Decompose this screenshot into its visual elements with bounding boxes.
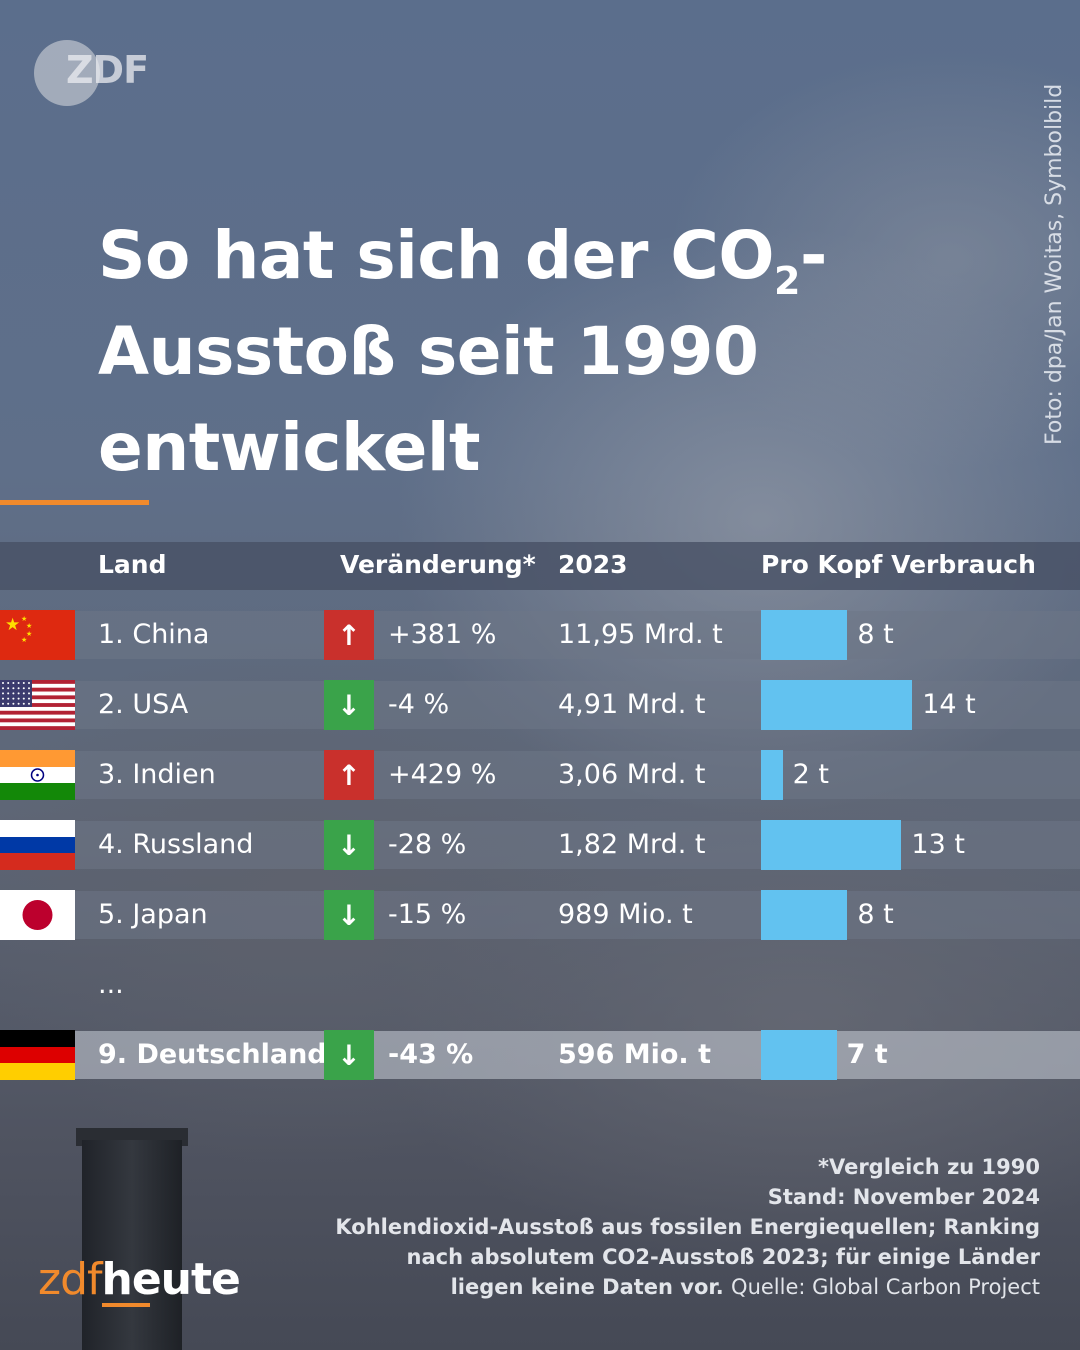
table-row xyxy=(75,681,1080,729)
per-capita-bar xyxy=(761,750,783,800)
emissions-value: 3,06 Mrd. t xyxy=(558,759,706,790)
page-title: So hat sich der CO2- Ausstoß seit 1990 e… xyxy=(98,208,998,496)
per-capita-label: 13 t xyxy=(911,829,965,860)
header-per-capita: Pro Kopf Verbrauch xyxy=(761,550,1036,579)
arrow-down-icon: ↓ xyxy=(324,890,374,940)
arrow-up-icon: ↑ xyxy=(324,610,374,660)
change-value: -28 % xyxy=(388,829,467,860)
per-capita-bar xyxy=(761,820,902,870)
svg-text:★: ★ xyxy=(26,622,32,630)
country-name: 9. Deutschland xyxy=(98,1039,327,1070)
svg-text:★: ★ xyxy=(21,636,27,644)
change-value: -15 % xyxy=(388,899,467,930)
table-row xyxy=(75,751,1080,799)
footnote-line5-wrap: liegen keine Daten vor. Quelle: Global C… xyxy=(320,1272,1040,1302)
svg-text:★: ★ xyxy=(26,630,32,638)
zdf-logo-text: ZDF xyxy=(66,48,149,92)
footnote-line2: Stand: November 2024 xyxy=(767,1185,1040,1209)
per-capita-label: 8 t xyxy=(857,619,894,650)
per-capita-bar xyxy=(761,680,913,730)
footnote-line3: Kohlendioxid-Ausstoß aus fossilen Energi… xyxy=(335,1215,1040,1239)
arrow-down-icon: ↓ xyxy=(324,1030,374,1080)
footnote-line1: *Vergleich zu 1990 xyxy=(818,1155,1040,1179)
chimney-image xyxy=(82,1140,182,1350)
photo-credit: Foto: dpa/Jan Woitas, Symbolbild xyxy=(1042,83,1067,445)
footnote: *Vergleich zu 1990 Stand: November 2024 … xyxy=(320,1152,1040,1302)
accent-line xyxy=(0,500,149,505)
country-name: 2. USA xyxy=(98,689,189,720)
change-value: +381 % xyxy=(388,619,497,650)
table-row xyxy=(75,1031,1080,1079)
japan-flag xyxy=(0,890,75,940)
header-land: Land xyxy=(98,550,167,579)
brand-zdf: zdf xyxy=(38,1254,103,1305)
title-line1-pre: So hat sich der CO xyxy=(98,217,774,294)
emissions-value: 1,82 Mrd. t xyxy=(558,829,706,860)
brand-heute: heute xyxy=(101,1254,241,1305)
title-line1-post: - xyxy=(799,217,827,294)
title-line3: entwickelt xyxy=(98,409,481,486)
country-name: 5. Japan xyxy=(98,899,208,930)
per-capita-bar xyxy=(761,610,848,660)
germany-flag xyxy=(0,1030,75,1080)
zdf-logo-circle xyxy=(34,40,100,106)
footnote-line5: liegen keine Daten vor. xyxy=(450,1275,724,1299)
ellipsis: ... xyxy=(98,969,124,1000)
header-year: 2023 xyxy=(558,550,628,579)
russia-flag xyxy=(0,820,75,870)
footnote-source: Quelle: Global Carbon Project xyxy=(731,1275,1040,1299)
emissions-value: 4,91 Mrd. t xyxy=(558,689,706,720)
india-flag xyxy=(0,750,75,800)
country-name: 4. Russland xyxy=(98,829,254,860)
header-change: Veränderung* xyxy=(340,550,536,579)
emissions-value: 989 Mio. t xyxy=(558,899,693,930)
change-value: -4 % xyxy=(388,689,450,720)
per-capita-label: 14 t xyxy=(922,689,976,720)
emissions-value: 596 Mio. t xyxy=(558,1039,711,1070)
svg-text:★: ★ xyxy=(5,615,20,635)
per-capita-bar xyxy=(761,1030,837,1080)
emissions-value: 11,95 Mrd. t xyxy=(558,619,723,650)
arrow-down-icon: ↓ xyxy=(324,680,374,730)
zdfheute-logo: zdfheute xyxy=(38,1252,241,1308)
table-row xyxy=(75,891,1080,939)
svg-text:★: ★ xyxy=(21,615,27,623)
arrow-up-icon: ↑ xyxy=(324,750,374,800)
table-row xyxy=(75,821,1080,869)
table-header xyxy=(0,542,1080,590)
usa-flag xyxy=(0,680,75,730)
country-name: 1. China xyxy=(98,619,210,650)
per-capita-label: 8 t xyxy=(857,899,894,930)
title-subscript: 2 xyxy=(773,259,800,303)
arrow-down-icon: ↓ xyxy=(324,820,374,870)
title-line2: Ausstoß seit 1990 xyxy=(98,313,759,390)
footnote-line4: nach absolutem CO2-Ausstoß 2023; für ein… xyxy=(406,1245,1040,1269)
per-capita-label: 2 t xyxy=(792,759,829,790)
table-row xyxy=(75,611,1080,659)
per-capita-label: 7 t xyxy=(846,1039,888,1070)
china-flag: ★ ★ ★ ★ ★ xyxy=(0,610,75,660)
change-value: -43 % xyxy=(388,1039,474,1070)
country-name: 3. Indien xyxy=(98,759,216,790)
change-value: +429 % xyxy=(388,759,497,790)
per-capita-bar xyxy=(761,890,848,940)
